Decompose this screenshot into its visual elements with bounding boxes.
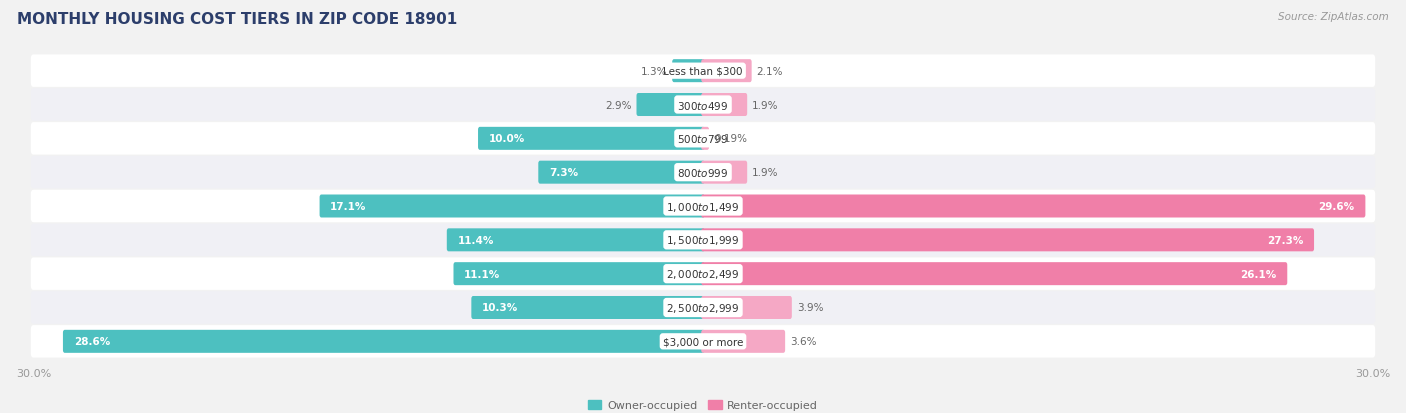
FancyBboxPatch shape [31, 89, 1375, 121]
Text: 1.3%: 1.3% [641, 66, 668, 76]
FancyBboxPatch shape [702, 263, 1288, 285]
Text: 11.4%: 11.4% [457, 235, 494, 245]
FancyBboxPatch shape [702, 60, 752, 83]
FancyBboxPatch shape [672, 60, 704, 83]
FancyBboxPatch shape [702, 161, 747, 184]
FancyBboxPatch shape [702, 330, 785, 353]
Text: MONTHLY HOUSING COST TIERS IN ZIP CODE 18901: MONTHLY HOUSING COST TIERS IN ZIP CODE 1… [17, 12, 457, 27]
Text: 0.19%: 0.19% [714, 134, 747, 144]
Text: 28.6%: 28.6% [73, 337, 110, 347]
Text: 10.3%: 10.3% [482, 303, 519, 313]
Text: 3.9%: 3.9% [797, 303, 824, 313]
Text: Source: ZipAtlas.com: Source: ZipAtlas.com [1278, 12, 1389, 22]
Text: $500 to $799: $500 to $799 [678, 133, 728, 145]
FancyBboxPatch shape [63, 330, 704, 353]
FancyBboxPatch shape [319, 195, 704, 218]
FancyBboxPatch shape [702, 94, 747, 117]
FancyBboxPatch shape [31, 55, 1375, 88]
FancyBboxPatch shape [31, 292, 1375, 324]
Text: 1.9%: 1.9% [752, 168, 779, 178]
FancyBboxPatch shape [538, 161, 704, 184]
FancyBboxPatch shape [31, 258, 1375, 290]
Text: 7.3%: 7.3% [548, 168, 578, 178]
Text: 17.1%: 17.1% [330, 202, 367, 211]
Text: 29.6%: 29.6% [1319, 202, 1354, 211]
Text: $1,500 to $1,999: $1,500 to $1,999 [666, 234, 740, 247]
FancyBboxPatch shape [454, 263, 704, 285]
FancyBboxPatch shape [478, 128, 704, 150]
Text: Less than $300: Less than $300 [664, 66, 742, 76]
Text: 1.9%: 1.9% [752, 100, 779, 110]
Text: $2,500 to $2,999: $2,500 to $2,999 [666, 301, 740, 314]
FancyBboxPatch shape [31, 325, 1375, 358]
FancyBboxPatch shape [702, 128, 709, 150]
Text: 2.1%: 2.1% [756, 66, 783, 76]
Text: $1,000 to $1,499: $1,000 to $1,499 [666, 200, 740, 213]
Text: 11.1%: 11.1% [464, 269, 501, 279]
Text: 2.9%: 2.9% [605, 100, 631, 110]
FancyBboxPatch shape [31, 157, 1375, 189]
FancyBboxPatch shape [702, 195, 1365, 218]
Text: 3.6%: 3.6% [790, 337, 817, 347]
FancyBboxPatch shape [31, 190, 1375, 223]
FancyBboxPatch shape [702, 296, 792, 319]
FancyBboxPatch shape [637, 94, 704, 117]
Text: 27.3%: 27.3% [1267, 235, 1303, 245]
FancyBboxPatch shape [31, 224, 1375, 256]
Text: $800 to $999: $800 to $999 [678, 167, 728, 179]
Text: 26.1%: 26.1% [1240, 269, 1277, 279]
FancyBboxPatch shape [702, 229, 1315, 252]
FancyBboxPatch shape [447, 229, 704, 252]
FancyBboxPatch shape [31, 123, 1375, 155]
Legend: Owner-occupied, Renter-occupied: Owner-occupied, Renter-occupied [583, 395, 823, 413]
FancyBboxPatch shape [471, 296, 704, 319]
Text: $3,000 or more: $3,000 or more [662, 337, 744, 347]
Text: $2,000 to $2,499: $2,000 to $2,499 [666, 268, 740, 280]
Text: $300 to $499: $300 to $499 [678, 99, 728, 111]
Text: 10.0%: 10.0% [489, 134, 524, 144]
